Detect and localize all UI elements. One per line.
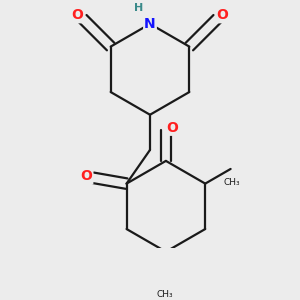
Text: O: O bbox=[167, 121, 178, 135]
Text: O: O bbox=[72, 8, 83, 22]
Text: O: O bbox=[80, 169, 92, 183]
Text: CH₃: CH₃ bbox=[156, 290, 173, 299]
Text: O: O bbox=[217, 8, 228, 22]
Text: CH₃: CH₃ bbox=[224, 178, 240, 187]
Text: H: H bbox=[134, 3, 143, 13]
Text: N: N bbox=[144, 17, 156, 31]
